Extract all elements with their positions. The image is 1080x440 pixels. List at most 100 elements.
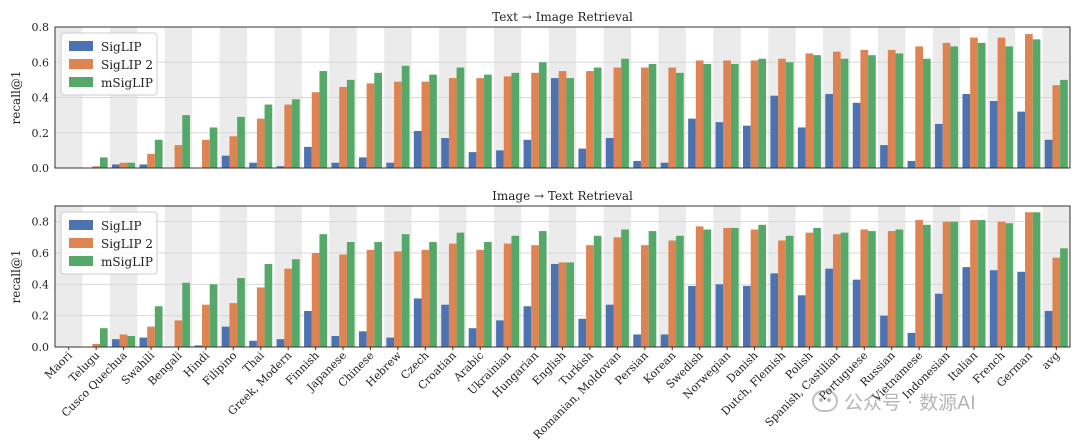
- legend-swatch: [69, 256, 93, 266]
- bar-msiglip: [456, 232, 465, 347]
- bar-siglip-2: [339, 86, 347, 168]
- bar-siglip: [715, 122, 724, 168]
- bar-msiglip: [292, 259, 300, 347]
- bar-siglip-2: [915, 46, 923, 168]
- bar-siglip-2: [668, 67, 677, 168]
- bar-siglip-2: [202, 304, 210, 347]
- bar-siglip-2: [750, 60, 759, 168]
- bar-msiglip: [977, 220, 986, 347]
- bar-siglip-2: [503, 76, 512, 168]
- bar-siglip: [907, 160, 916, 168]
- bar-siglip-2: [970, 37, 978, 168]
- bar-msiglip: [648, 231, 657, 347]
- bar-msiglip: [950, 221, 959, 347]
- bar-msiglip: [209, 127, 218, 168]
- bar-siglip-2: [394, 251, 402, 347]
- legend-swatch: [69, 41, 93, 51]
- bar-msiglip: [264, 104, 273, 168]
- bar-msiglip: [895, 229, 904, 347]
- bar-siglip: [139, 337, 148, 347]
- bar-siglip-2: [1052, 257, 1061, 347]
- bar-siglip-2: [613, 67, 622, 168]
- bar-msiglip: [840, 58, 849, 169]
- watermark: 公众号 · 数源AI: [812, 386, 976, 416]
- bar-siglip: [358, 157, 367, 168]
- bar-siglip: [605, 304, 614, 347]
- bar-msiglip: [99, 328, 108, 347]
- bar-siglip-2: [997, 221, 1006, 347]
- bar-siglip-2: [92, 343, 100, 347]
- bar-msiglip: [1032, 39, 1041, 169]
- bar-siglip: [962, 267, 971, 347]
- bar-siglip: [441, 138, 449, 168]
- bar-siglip: [743, 125, 751, 168]
- bar-msiglip: [182, 115, 190, 169]
- bar-siglip: [221, 155, 230, 168]
- bar-msiglip: [292, 99, 300, 168]
- legend-swatch: [69, 77, 93, 87]
- bar-siglip: [688, 118, 696, 168]
- bar-siglip-2: [174, 145, 183, 168]
- bar-siglip-2: [284, 268, 293, 347]
- bar-siglip: [276, 166, 285, 168]
- bar-siglip-2: [421, 81, 430, 168]
- bar-siglip: [660, 162, 669, 168]
- bar-siglip: [331, 162, 340, 168]
- bar-msiglip: [1032, 212, 1041, 347]
- bar-msiglip: [237, 278, 245, 347]
- bar-siglip-2: [284, 104, 293, 168]
- bar-siglip-2: [421, 249, 430, 347]
- bar-siglip: [386, 337, 395, 347]
- bar-msiglip: [154, 139, 163, 168]
- y-tick-label: 0.4: [32, 92, 50, 105]
- y-axis-label: recall@1: [9, 249, 23, 303]
- bar-siglip: [249, 340, 257, 347]
- bar-siglip: [413, 130, 422, 168]
- bar-siglip: [496, 320, 504, 347]
- bar-msiglip: [319, 234, 328, 347]
- bar-siglip-2: [586, 71, 594, 168]
- bar-siglip: [468, 152, 477, 168]
- legend: SigLIP SigLIP 2 mSigLIP: [60, 32, 158, 96]
- bar-siglip-2: [119, 162, 128, 168]
- bar-msiglip: [758, 58, 767, 169]
- bar-siglip-2: [476, 249, 485, 347]
- axes-frame: [54, 26, 1071, 169]
- bar-msiglip: [1060, 248, 1068, 347]
- bar-siglip-2: [695, 226, 704, 347]
- bar-siglip-2: [448, 243, 457, 347]
- bar-siglip-2: [558, 71, 567, 168]
- bar-siglip: [523, 139, 532, 168]
- bar-msiglip: [703, 64, 712, 168]
- bar-msiglip: [593, 235, 602, 347]
- bar-msiglip: [511, 72, 520, 168]
- legend-label: SigLIP 2: [101, 58, 153, 72]
- bar-siglip-2: [202, 139, 210, 168]
- bar-msiglip: [730, 64, 739, 168]
- bar-msiglip: [182, 282, 190, 347]
- bar-siglip-2: [860, 229, 869, 347]
- bar-siglip-2: [668, 240, 677, 347]
- bar-siglip: [1044, 310, 1053, 347]
- bar-msiglip: [676, 235, 684, 347]
- bar-msiglip: [922, 58, 931, 169]
- bar-siglip-2: [1025, 212, 1033, 347]
- bar-msiglip: [1005, 223, 1013, 347]
- bar-siglip-2: [1052, 85, 1061, 168]
- bar-msiglip: [703, 229, 712, 347]
- bar-siglip: [304, 310, 312, 347]
- bar-msiglip: [511, 235, 520, 347]
- bar-siglip-2: [778, 240, 786, 347]
- bar-msiglip: [319, 71, 328, 168]
- bar-siglip: [578, 148, 587, 168]
- bar-siglip: [550, 78, 559, 168]
- bar-msiglip: [566, 78, 575, 168]
- y-tick-label: 0.2: [32, 127, 50, 140]
- bar-msiglip: [401, 65, 410, 168]
- legend-swatch: [69, 59, 93, 69]
- bar-siglip: [907, 332, 916, 347]
- y-axis-label: recall@1: [9, 70, 23, 124]
- bar-siglip-2: [915, 220, 923, 347]
- chat-logo-icon: [812, 390, 838, 412]
- bar-siglip-2: [92, 166, 100, 168]
